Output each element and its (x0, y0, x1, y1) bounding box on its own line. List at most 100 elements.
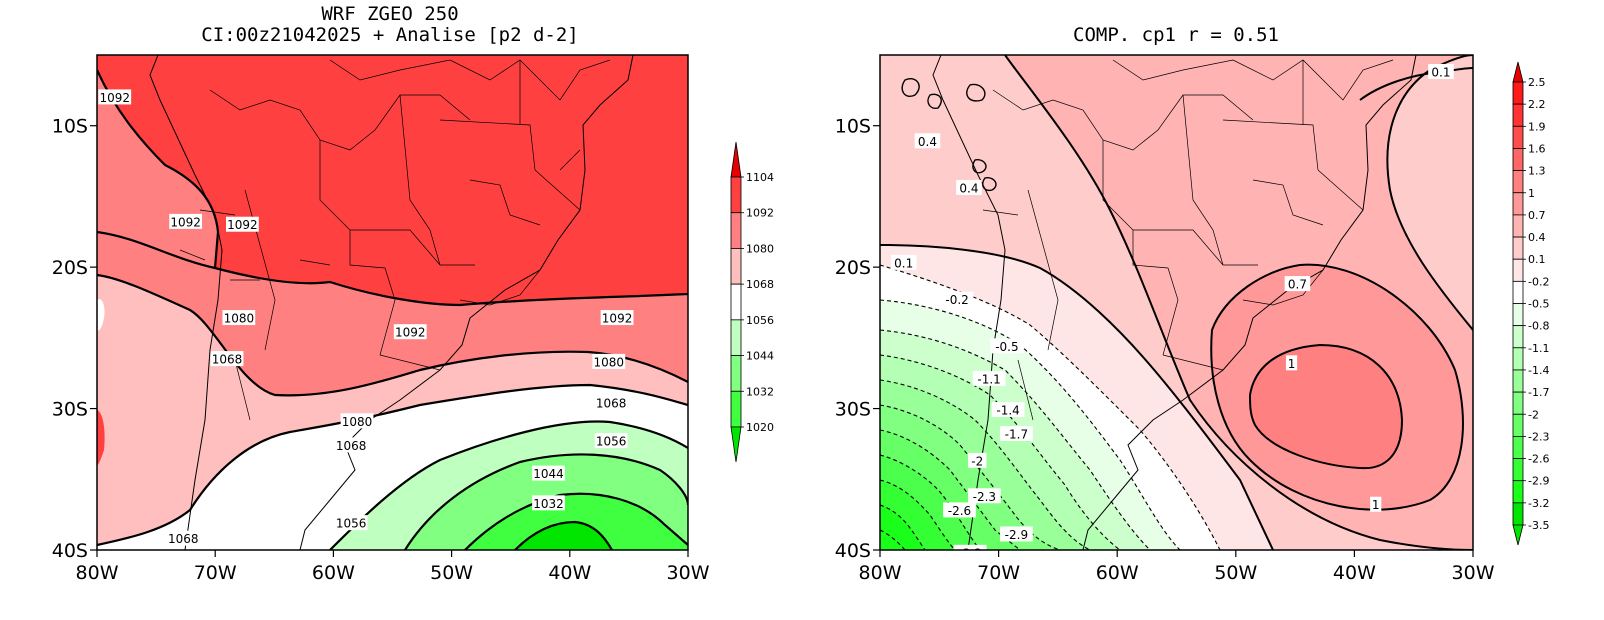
right-panel: COMP. cp1 r = 0.51 (835, 24, 1550, 584)
right-colorbar-label: 2.5 (1528, 76, 1546, 89)
right-contour-neg-0.8 (880, 329, 1151, 550)
right-colorbar-segment (1512, 502, 1524, 526)
right-colorbar-label: -3.2 (1528, 497, 1549, 510)
left-colorbar-label: 1056 (746, 314, 774, 327)
right-colorbar-bottom-arrow (1512, 524, 1524, 546)
right-contour-label-box (972, 370, 1006, 386)
right-colorbar-segment (1512, 192, 1524, 216)
left-contour-labels: 1092 1092 1092 1080 1068 1092 1092 1080 1068 1056… (98, 89, 634, 546)
left-contour-label: 1080 (224, 312, 255, 326)
left-panel: WRF ZGEO 250 CI:00z21042025 + Analise [p… (52, 3, 774, 584)
left-colorbar-label: 1032 (746, 385, 774, 398)
right-contour-label: -2.9 (1005, 528, 1028, 542)
right-contour-label-box (1428, 63, 1454, 79)
right-contour-neg-1.7 (880, 404, 1061, 550)
right-contour-label: -2.6 (948, 504, 971, 518)
left-contour-1020 (514, 520, 613, 550)
left-contour-label-box (592, 353, 626, 369)
left-subtitle: CI:00z21042025 + Analise [p2 d-2] (201, 24, 579, 46)
right-contour-label-box (1285, 355, 1298, 371)
left-contour-label: 1080 (594, 355, 625, 369)
right-contour-label-box (1284, 276, 1311, 292)
left-contour-label: 1068 (212, 353, 243, 367)
left-title: WRF ZGEO 250 (321, 3, 458, 25)
right-contour-0.7 (1210, 263, 1464, 511)
right-colorbar-label: -0.2 (1528, 275, 1549, 288)
left-colorbar-label: 1092 (746, 207, 774, 220)
left-contour-label: 1044 (533, 467, 564, 481)
right-contour-label-box (940, 291, 974, 307)
right-contour-label: 0.4 (918, 135, 937, 149)
right-colorbar-label: 1.6 (1528, 142, 1546, 155)
left-contour-label-box (600, 310, 634, 326)
right-contour-label-box (943, 502, 976, 518)
right-colorbar-label: -0.5 (1528, 298, 1549, 311)
right-colorbar-label: -2.3 (1528, 430, 1549, 443)
right-frame (879, 54, 1474, 551)
right-contour-label-box (999, 526, 1033, 542)
right-contour-label-box (990, 338, 1024, 354)
right-colorbar-segment (1512, 480, 1524, 504)
left-colorbar: 1104 1092 1080 1068 1056 1044 1032 1020 (730, 141, 774, 463)
right-contour-label-box (956, 179, 982, 195)
left-contour-label: 1056 (596, 435, 627, 449)
left-contour-label-box (594, 394, 628, 410)
right-xtick-label: 50W (1214, 562, 1257, 584)
left-dark-pocket (97, 410, 105, 466)
left-contour-label: 1068 (168, 532, 199, 546)
right-contour-label-box (1372, 566, 1398, 581)
left-colorbar-label: 1104 (746, 171, 774, 184)
right-contour-label-box (890, 254, 917, 270)
right-contour-label: -2 (971, 454, 983, 468)
right-contour-label: 0.4 (959, 181, 978, 195)
right-plot-area: 0.1 0.4 0.4 0.1 -0.2 -0.5 0.7 1 -1.1 -1.4 -1.7 -2 -2… (880, 55, 1473, 582)
right-colorbar-segment (1512, 170, 1524, 194)
left-contour-label: 1092 (395, 326, 426, 340)
left-borders (179, 59, 611, 421)
left-xtick-label: 50W (430, 562, 473, 584)
left-colorbar-segment (730, 176, 742, 214)
left-contour-label-box (210, 351, 244, 367)
right-colorbar-label: -2.6 (1528, 453, 1549, 466)
left-contour-label-box (222, 310, 256, 326)
right-colorbar-segment (1512, 258, 1524, 282)
right-contour-label: -2.3 (973, 490, 996, 504)
right-colorbar-segment (1512, 236, 1524, 260)
left-contour-label-box (334, 437, 368, 453)
right-colorbar-label: 0.7 (1528, 209, 1546, 222)
right-colorbar-label: -2 (1528, 408, 1539, 421)
left-contour-label-box (166, 530, 200, 546)
right-contour-neg-2.3 (880, 454, 981, 550)
right-contour-label-box (953, 544, 987, 550)
right-contour-0.1 (880, 244, 1274, 550)
right-contour-label-box (999, 426, 1033, 442)
left-contour-label-box (532, 465, 565, 481)
right-colorbar-segment (1512, 303, 1524, 327)
left-colorbar-label: 1080 (746, 242, 774, 255)
right-contour-label: -3.2 (958, 546, 981, 560)
left-xtick-label: 40W (548, 562, 591, 584)
left-ytick-label: 20S (52, 257, 88, 279)
left-colorbar-segment (730, 248, 742, 285)
left-contour-label: 1056 (336, 517, 367, 531)
left-contour-1092 (97, 230, 688, 307)
left-white-pocket (97, 299, 105, 331)
left-contour-1080 (97, 273, 688, 397)
left-ytick-label: 30S (52, 399, 88, 421)
right-contours (880, 55, 1473, 550)
right-contour-label: 0.7 (1376, 568, 1395, 582)
left-contour-label: 1092 (99, 91, 130, 105)
right-colorbar-label: 2.2 (1528, 98, 1546, 111)
left-xtick-label: 60W (312, 562, 355, 584)
right-contour-label-box (968, 452, 987, 468)
right-colorbar-label: -2.9 (1528, 475, 1549, 488)
left-contour-label-box (340, 413, 374, 429)
left-contour-label-box (532, 495, 565, 511)
left-colorbar-label: 1020 (746, 421, 774, 434)
right-contour-label-box (1370, 496, 1382, 512)
left-colorbar-segment (730, 390, 742, 428)
right-contour-neg-2 (880, 429, 1021, 550)
left-contour-label-box (594, 433, 628, 449)
left-contour-label: 1092 (602, 312, 633, 326)
